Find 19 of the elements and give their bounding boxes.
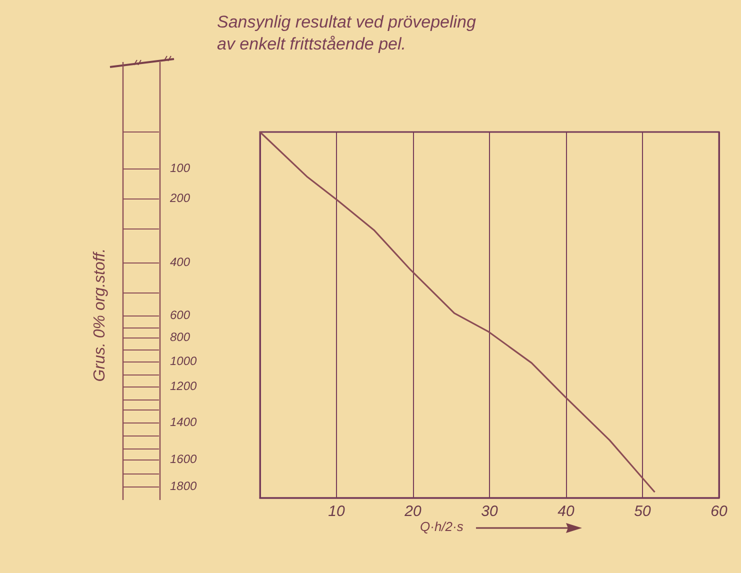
text: Grus. 0% org.stoff. — [92, 248, 108, 382]
x-tick-label: 30 — [481, 503, 498, 520]
x-tick-label: 40 — [558, 503, 575, 520]
x-tick-label: 50 — [634, 503, 652, 520]
chart-title: Sansynlig resultat ved prövepeling av enkelt frittstående pel. — [217, 12, 476, 54]
text: 800 — [170, 330, 190, 344]
text: 400 — [170, 255, 190, 269]
text: 1000 — [170, 354, 198, 368]
x-tick-label: 10 — [328, 503, 346, 520]
x-tick-label: 60 — [710, 503, 728, 520]
x-tick-label: 20 — [404, 503, 422, 520]
text: 1800 — [170, 479, 198, 493]
text: 600 — [170, 308, 190, 322]
text: 1600 — [170, 452, 198, 466]
text: 100 — [170, 161, 190, 175]
text: 200 — [169, 191, 190, 205]
text: 1200 — [170, 379, 198, 393]
text: 1400 — [170, 415, 198, 429]
x-axis-title: Q·h/2·s — [420, 519, 464, 534]
